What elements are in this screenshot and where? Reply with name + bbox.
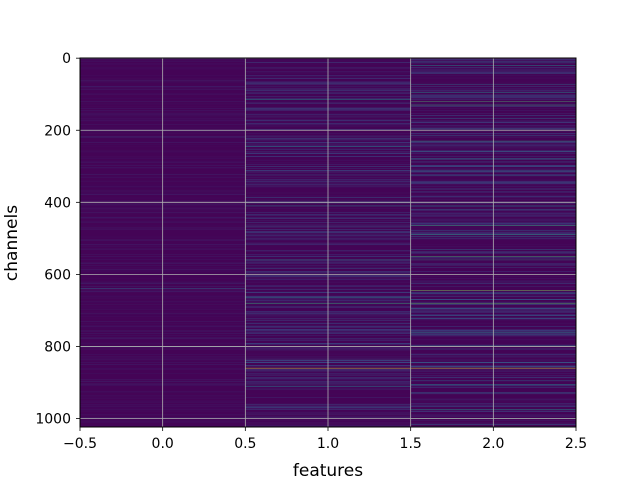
x-axis-ticks: −0.5 0.0 0.5 1.0 1.5 2.0 2.5 xyxy=(63,427,587,452)
x-tick-label: 0.0 xyxy=(152,436,174,452)
y-tick-label: 800 xyxy=(44,339,71,355)
y-tick-label: 0 xyxy=(62,51,71,67)
y-tick-label: 600 xyxy=(44,267,71,283)
x-tick-label: 1.5 xyxy=(400,436,422,452)
y-axis-ticks: 0 200 400 600 800 1000 xyxy=(35,51,80,428)
x-tick-label: 1.0 xyxy=(317,436,339,452)
x-tick-label: −0.5 xyxy=(63,436,97,452)
x-axis-label: features xyxy=(293,461,363,480)
y-tick-label: 200 xyxy=(44,123,71,139)
x-tick-label: 2.0 xyxy=(482,436,504,452)
y-tick-label: 400 xyxy=(44,195,71,211)
y-axis-label: channels xyxy=(2,205,22,281)
y-tick-label: 1000 xyxy=(35,412,71,428)
x-tick-label: 0.5 xyxy=(234,436,256,452)
x-tick-label: 2.5 xyxy=(565,436,587,452)
